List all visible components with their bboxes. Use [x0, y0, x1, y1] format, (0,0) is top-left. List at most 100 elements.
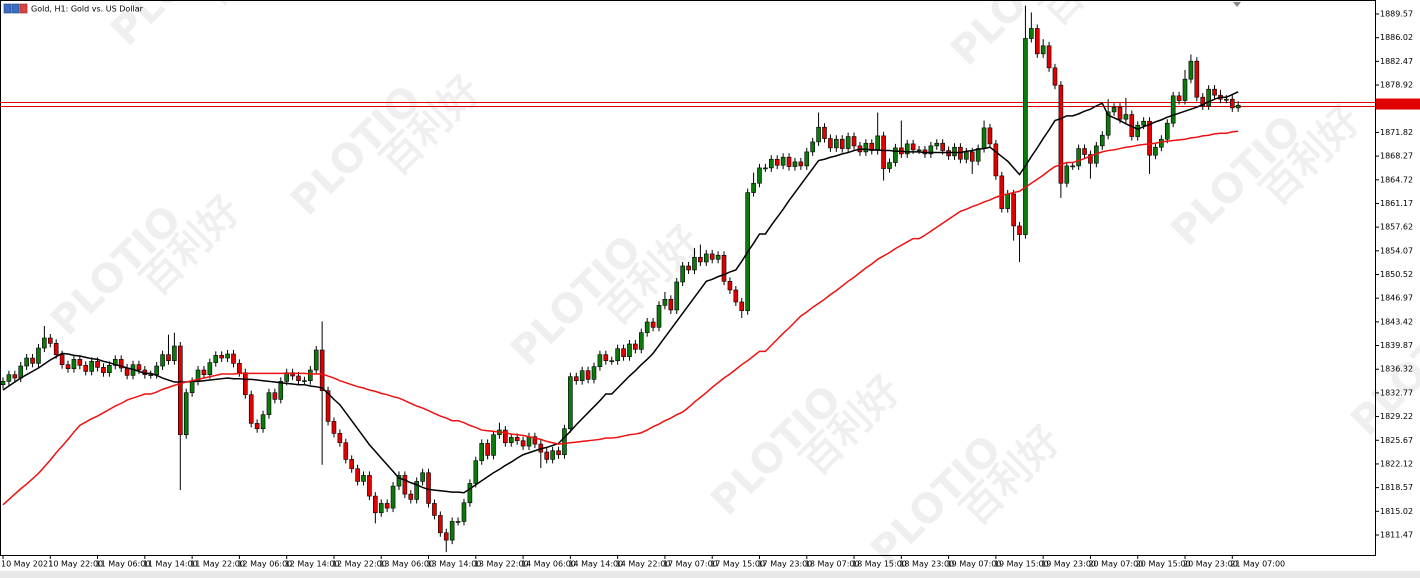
candle-body	[893, 147, 898, 163]
candle-body	[662, 299, 668, 306]
candle-body	[124, 367, 130, 376]
candle-body	[668, 299, 674, 311]
candle-body	[928, 145, 934, 155]
candles	[0, 5, 1241, 553]
candle-body	[361, 475, 366, 482]
candle-body	[47, 337, 53, 344]
candle-body	[207, 362, 213, 375]
y-tick-label: 1829.22	[1380, 412, 1413, 421]
candle-body	[964, 151, 969, 160]
candle-body	[237, 363, 242, 373]
y-axis: 1811.47 1815.02 1818.57 1822.12 1825.67 1829.…	[1375, 10, 1413, 539]
candle-body	[308, 369, 313, 381]
candle-body	[804, 151, 810, 167]
candle-body	[721, 254, 727, 282]
candle-body	[1105, 111, 1111, 136]
x-tick-label: 20 May 23:00	[1183, 560, 1238, 569]
x-tick-label: 14 May 14:00	[568, 560, 623, 569]
shift-marker	[1233, 2, 1241, 7]
x-tick-label: 10 May 22:00	[48, 560, 103, 569]
candle-body	[12, 374, 18, 379]
candle-body	[656, 305, 662, 328]
candle-body	[355, 468, 360, 482]
candle-body	[981, 127, 987, 149]
candle-body	[904, 143, 910, 155]
x-tick-label: 13 May 14:00	[427, 560, 482, 569]
candle-body	[698, 256, 703, 263]
candle-body	[443, 532, 449, 541]
candle-body	[514, 437, 520, 442]
candle-body	[118, 359, 124, 369]
x-tick-label: 17 May 15:00	[710, 560, 765, 569]
candle-body	[65, 364, 71, 369]
candle-body	[638, 332, 644, 350]
candle-body	[30, 357, 35, 364]
candle-body	[1235, 104, 1241, 109]
candle-body	[810, 141, 815, 153]
candle-body	[231, 353, 236, 364]
candle-body	[993, 143, 999, 177]
x-tick-label: 11 May 22:00	[190, 560, 245, 569]
candle-body	[313, 349, 319, 371]
candle-body	[1164, 122, 1170, 140]
candle-body	[733, 289, 739, 303]
candle-body	[36, 347, 41, 364]
candle-body	[449, 521, 455, 541]
y-tick-label: 1815.02	[1380, 507, 1413, 516]
candle-body	[1064, 165, 1070, 184]
candle-body	[272, 392, 278, 400]
x-tick-label: 13 May 22:00	[474, 560, 529, 569]
candle-body	[42, 337, 47, 349]
candle-body	[650, 321, 656, 328]
candle-body	[703, 253, 709, 263]
candle-body	[845, 136, 851, 149]
y-tick-label: 1811.47	[1380, 530, 1413, 539]
candle-body	[585, 370, 591, 380]
candle-body	[373, 495, 378, 514]
candle-body	[940, 142, 945, 151]
candle-body	[426, 472, 431, 504]
y-tick-label: 1850.52	[1380, 270, 1413, 279]
candle-body	[225, 353, 230, 359]
y-tick-label: 1868.27	[1380, 152, 1413, 161]
candle-body	[603, 354, 609, 361]
candle-body	[107, 365, 112, 373]
candle-body	[1229, 98, 1235, 109]
candle-body	[1082, 148, 1087, 155]
candle-body	[1040, 45, 1046, 55]
x-tick-label: 19 May 15:00	[994, 560, 1049, 569]
candle-body	[1200, 96, 1206, 107]
x-tick-label: 12 May 22:00	[332, 560, 387, 569]
candle-body	[1212, 88, 1217, 96]
candle-body	[1099, 134, 1105, 147]
candle-body	[727, 281, 733, 291]
candle-body	[77, 359, 83, 366]
candle-body	[148, 374, 154, 376]
candle-body	[544, 451, 550, 460]
ma-line	[2, 91, 1239, 494]
candle-body	[178, 345, 183, 436]
candle-body	[1058, 84, 1064, 184]
candle-body	[1017, 225, 1022, 235]
candle-body	[644, 321, 650, 333]
candle-body	[18, 365, 24, 379]
candle-body	[526, 436, 532, 447]
candle-body	[189, 381, 195, 394]
candle-body	[491, 434, 496, 456]
candle-body	[1141, 120, 1146, 126]
candle-body	[83, 365, 89, 372]
candle-body	[1088, 154, 1093, 164]
y-tick-label: 1822.12	[1380, 459, 1413, 468]
plot-area	[0, 0, 1376, 556]
x-tick-label: 13 May 06:00	[379, 560, 434, 569]
candle-body	[562, 428, 567, 456]
candle-body	[863, 142, 869, 153]
candle-body	[1111, 106, 1117, 113]
y-tick-label: 1846.97	[1380, 294, 1413, 303]
candle-body	[1182, 78, 1188, 101]
candle-body	[438, 515, 443, 534]
candle-body	[881, 135, 886, 169]
candle-body	[337, 433, 343, 444]
candle-body	[53, 343, 59, 355]
